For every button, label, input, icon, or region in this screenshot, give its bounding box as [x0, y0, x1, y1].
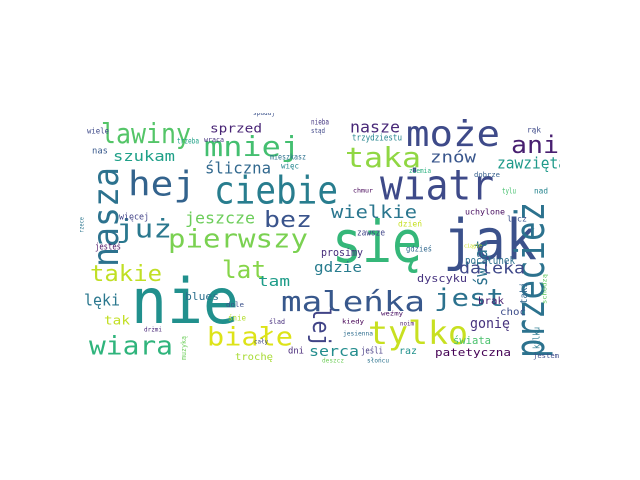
word: ciebie: [214, 169, 338, 213]
word: dyscyku: [417, 272, 467, 285]
word: raz: [399, 346, 417, 357]
word: uchylone: [465, 208, 505, 217]
word: dzień: [398, 220, 422, 229]
word: lej: [307, 307, 335, 347]
word: rąk: [527, 126, 541, 135]
word: choć: [500, 306, 526, 318]
word: śnie: [228, 313, 246, 323]
word: pocałunek: [465, 254, 515, 267]
word: muzyką: [180, 336, 188, 360]
word: schodzą: [542, 274, 549, 304]
word: ślad: [269, 318, 285, 326]
word: dole: [226, 301, 244, 309]
word: nasza: [86, 167, 127, 267]
word: takie: [90, 262, 162, 287]
word: weźmy: [381, 311, 403, 318]
word: kilku: [533, 327, 543, 349]
word: wiele: [87, 127, 109, 136]
word: wiara: [89, 332, 173, 362]
word: gdzieś: [406, 244, 432, 254]
word: rzece: [80, 217, 86, 233]
word: pierwszy: [168, 225, 308, 255]
word: lęki: [84, 291, 120, 310]
word: gdzie: [314, 260, 362, 276]
word-cloud: nie jak się przecież wiatr ciebie może n…: [80, 113, 560, 368]
word: ciągle: [464, 244, 482, 250]
word: jesienna: [343, 331, 373, 338]
word: lawiny: [101, 117, 191, 150]
word: wiatr: [380, 161, 494, 210]
word: nie: [131, 265, 239, 338]
word: dobrze: [474, 171, 500, 179]
word: białe: [207, 323, 293, 353]
word: jesteś: [95, 242, 121, 253]
word: tam: [258, 274, 290, 290]
word: ziemia: [409, 167, 431, 175]
word: wielkie: [331, 202, 417, 223]
word: bez: [264, 208, 312, 233]
word: śliczna: [205, 159, 271, 178]
word: jestem: [533, 352, 559, 360]
word: trzydziestu: [352, 134, 402, 144]
word: daleka: [459, 259, 525, 278]
word: trochę: [235, 352, 273, 363]
word: szukam: [113, 149, 175, 165]
word: nieba: [311, 118, 329, 127]
word: patetyczna: [435, 346, 511, 359]
word: nad: [534, 187, 548, 196]
word: serca: [309, 344, 359, 360]
word: brak: [478, 296, 504, 307]
word: dni: [288, 347, 304, 357]
word: wraca: [204, 136, 224, 144]
word: tak: [104, 314, 131, 328]
word: spadaj: [253, 113, 275, 117]
word: noim: [400, 321, 414, 328]
word: zawsze: [357, 229, 385, 239]
word: mniej: [204, 130, 300, 163]
word: znów: [430, 148, 476, 167]
word: nasze: [350, 118, 400, 137]
word: cały: [254, 339, 268, 346]
word: więc: [281, 162, 299, 171]
word: świat: [471, 240, 492, 286]
word: prosimy: [321, 246, 363, 259]
word: jeszcze: [185, 209, 255, 228]
word: może: [406, 114, 500, 155]
word: jeśli: [361, 346, 383, 357]
word: tylu: [502, 187, 516, 196]
word: chmur: [353, 188, 373, 195]
word: słońcu: [367, 358, 389, 365]
word: zawzięta: [497, 154, 560, 173]
word: sprzed: [210, 122, 262, 136]
word: lecz: [507, 215, 527, 224]
word: maleńka: [281, 285, 425, 318]
word: się: [332, 208, 422, 276]
word: więcej: [119, 213, 149, 223]
word: kiedy: [342, 319, 364, 326]
word: jak: [443, 208, 537, 273]
word: gonię: [470, 316, 510, 332]
word: ani: [511, 131, 559, 159]
word: deszcz: [322, 358, 344, 365]
word: mieszkasz: [270, 153, 306, 162]
word: tylko: [368, 314, 468, 352]
word: trzeba: [177, 137, 199, 146]
word: już: [116, 215, 172, 245]
word: taka: [345, 141, 421, 174]
word: świata: [453, 334, 491, 347]
word: jest: [434, 284, 504, 312]
word: stąd: [311, 127, 325, 135]
word: lat: [222, 256, 266, 284]
word: drżmi: [144, 327, 162, 334]
word: nas: [92, 147, 108, 157]
word: hej: [128, 165, 196, 205]
word: przecież: [508, 202, 554, 358]
word: taki: [519, 282, 530, 304]
word: blues: [185, 290, 219, 303]
